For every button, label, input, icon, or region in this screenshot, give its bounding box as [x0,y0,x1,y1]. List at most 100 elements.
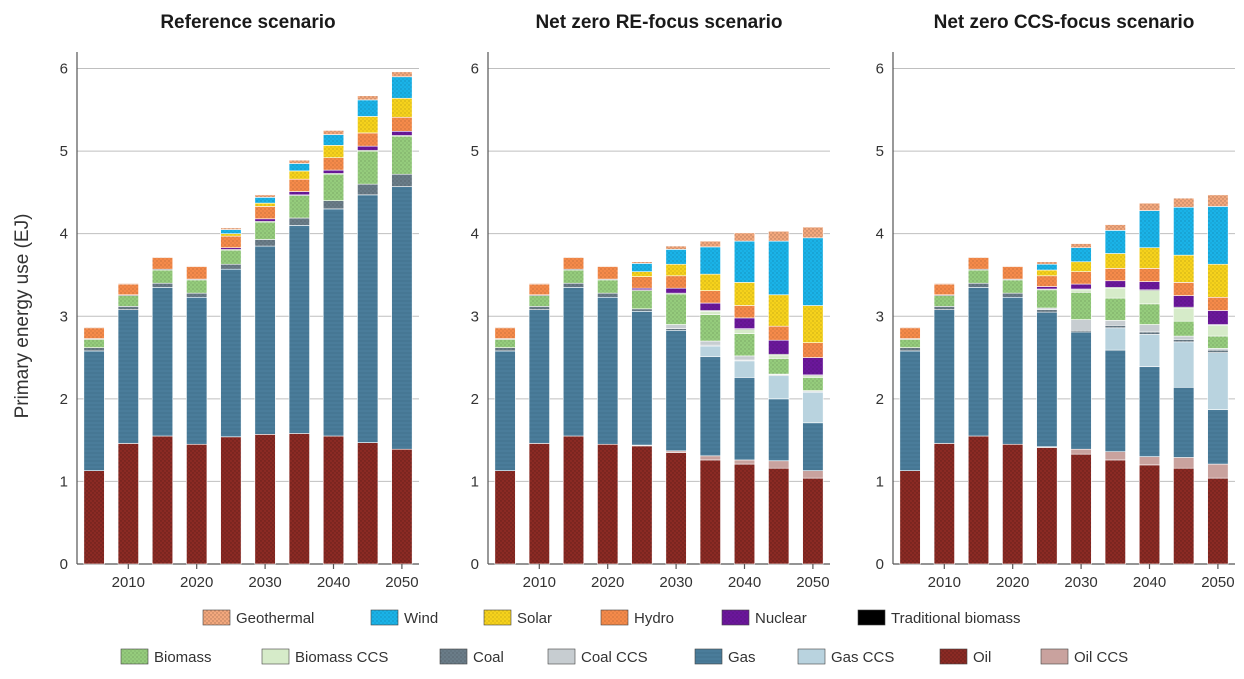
bar-segment-hydro: 2030 Hydro: 0.15 [665,275,687,289]
bar-segment-hydro: 2050 Hydro: 0.18 [802,342,824,358]
bar-segment-solar: 2045 Solar: 0.2 [357,116,379,134]
bar-segment-wind: 2025 Wind: 0.07 [1036,263,1058,271]
bar-segment-hydro: 2030 Hydro: 0.15 [254,206,276,220]
bar-segment-geothermal: 2010 Geothermal: 0.01 [933,282,955,285]
bar-segment-oil: 2045 Oil: 1.16 [768,467,790,565]
bar-segment-biomass: 2050 Biomass: 0.15 [1207,335,1229,349]
bar-segment-gas: 2045 Gas: 0.85 [1173,386,1195,458]
legend-label: Coal [473,649,504,666]
legend-item-wind: Wind [370,609,438,627]
bar-segment-wind: 2045 Wind: 0.58 [1173,206,1195,256]
bar-segment-coal: 2005 Coal: 0.04 [899,347,921,352]
bar-segment-coal: 2005 Coal: 0.04 [83,347,105,352]
bar-segment-coal: 2015 Coal: 0.05 [967,282,990,288]
legend-swatch [721,609,750,626]
bar-segment-oil: 2030 Oil: 1.35 [665,452,687,565]
bar-segment-gas_ccs: 2050 Gas CCS: 0.69 [1207,352,1229,410]
y-tick-label: 1 [471,473,479,490]
legend-swatch [694,648,723,665]
bar-segment-hydro: 2035 Hydro: 0.15 [1104,268,1126,282]
legend-item-traditional_biomass: Traditional biomass [857,609,1021,627]
bar-segment-biomass_ccs: 2035 Biomass CCS: 0.04 [699,311,721,315]
bar-segment-geothermal: 2005 Geothermal: 0.01 [494,326,516,329]
bar-segment-geothermal: 2015 Geothermal: 0.01 [562,256,585,258]
bar-segment-wind: 2040 Wind: 0.13 [322,134,345,146]
bar-segment-biomass_ccs: 2045 Biomass CCS: 0.04 [768,354,790,359]
bar-segment-solar: 2040 Solar: 0.25 [1138,247,1161,269]
bar-segment-gas: 2030 Gas: 2.28 [254,245,276,435]
legend-item-coal: Coal [439,648,504,666]
bar-segment-oil: 2015 Oil: 1.55 [562,435,585,565]
bar-segment-nuclear: 2050 Nuclear: 0.17 [1207,310,1229,325]
bar-segment-gas: 2050 Gas: 0.66 [1207,409,1229,465]
bar-segment-biomass: 2035 Biomass: 0.27 [1104,297,1126,321]
bar-segment-solar: 2030 Solar: 0.12 [1070,261,1092,272]
bar-segment-gas: 2015 Gas: 1.8 [967,287,990,437]
legend-label: Traditional biomass [891,610,1021,627]
bar-segment-hydro: 2010 Hydro: 0.13 [528,283,550,296]
bar-segment-coal_ccs: 2030 Coal CCS: 0.13 [1070,319,1092,331]
bar-segment-biomass: 2005 Biomass: 0.1 [494,339,516,348]
bar-segment-oil_ccs: 2050 Oil CCS: 0.09 [802,470,824,479]
bar-segment-geothermal: 2015 Geothermal: 0.01 [967,256,990,258]
x-tick-label: 2020 [591,574,624,591]
bar-segment-oil_ccs: 2030 Oil CCS: 0.06 [1070,448,1092,455]
bar-segment-oil: 2005 Oil: 1.13 [899,470,921,565]
bar-segment-gas: 2030 Gas: 1.46 [665,329,687,452]
bar-segment-solar: 2025 Solar: 0.07 [1036,269,1058,277]
legend-swatch [261,648,290,665]
bar-segment-geothermal: 2005 Geothermal: 0.01 [83,326,105,329]
y-tick-label: 3 [876,308,884,325]
bar-segment-solar: 2025 Solar: 0.03 [220,233,242,237]
x-tick-label: 2020 [180,574,213,591]
bar-segment-oil_ccs: 2045 Oil CCS: 0.13 [1173,457,1195,469]
bar-segment-hydro: 2005 Hydro: 0.13 [899,327,921,339]
bar-segment-oil: 2005 Oil: 1.13 [494,470,516,565]
legend-swatch [600,609,629,626]
bar-segment-oil: 2020 Oil: 1.45 [1002,443,1024,565]
bar-segment-oil_ccs: 2035 Oil CCS: 0.05 [699,455,721,461]
bar-segment-hydro: 2015 Hydro: 0.14 [151,257,174,270]
y-tick-label: 0 [471,556,479,573]
bar-segment-biomass: 2020 Biomass: 0.16 [597,279,619,294]
bar-segment-oil_ccs: 2035 Oil CCS: 0.1 [1104,451,1126,461]
bar-segment-coal: 2035 Coal: 0.09 [288,217,310,226]
bar-segment-solar: 2025 Solar: 0.06 [631,271,653,277]
bar-segment-nuclear: 2035 Nuclear: 0.09 [699,302,721,311]
bar-segment-gas: 2025 Gas: 1.62 [631,311,653,446]
legend-item-biomass_ccs: Biomass CCS [261,648,388,666]
legend-label: Hydro [634,610,674,627]
bar-segment-hydro: 2035 Hydro: 0.15 [699,290,721,304]
bar-segment-solar: 2030 Solar: 0.14 [665,263,687,277]
bar-segment-coal: 2015 Coal: 0.05 [562,282,585,288]
bar-segment-gas: 2005 Gas: 1.45 [83,350,105,471]
bar-segment-gas: 2010 Gas: 1.62 [528,309,550,444]
legend-swatch [547,648,576,665]
x-tick-label: 2050 [796,574,829,591]
bar-segment-oil: 2040 Oil: 1.2 [1138,464,1161,565]
bar-segment-gas: 2020 Gas: 1.78 [1002,296,1024,445]
y-tick-label: 4 [876,226,884,243]
bar-segment-coal: 2015 Coal: 0.05 [151,282,174,288]
legend-label: Geothermal [236,610,314,627]
bar-segment-oil: 2040 Oil: 1.21 [733,463,756,565]
bar-segment-solar: 2040 Solar: 0.15 [322,145,345,159]
bar-segment-geothermal: 2025 Geothermal: 0.02 [631,261,653,264]
bar-segment-biomass: 2010 Biomass: 0.13 [117,295,139,307]
bar-segment-oil: 2015 Oil: 1.55 [967,435,990,565]
bar-segment-wind: 2040 Wind: 0.45 [1138,210,1161,249]
bar-segment-geothermal: 2035 Geothermal: 0.04 [288,159,310,164]
bar-segment-solar: 2035 Solar: 0.1 [288,170,310,180]
bar-segment-gas: 2015 Gas: 1.8 [562,287,585,437]
bar-segment-solar: 2050 Solar: 0.4 [1207,263,1229,298]
bar-segment-nuclear: 2025 Nuclear: 0.03 [1036,286,1058,290]
bar-segment-hydro: 2040 Hydro: 0.15 [733,305,756,319]
bar-segment-gas: 2010 Gas: 1.62 [117,309,139,444]
bar-segment-hydro: 2005 Hydro: 0.13 [494,327,516,339]
bar-segment-biomass: 2025 Biomass: 0.22 [631,290,653,310]
bar-segment-gas_ccs: 2040 Gas CCS: 0.39 [1138,334,1161,367]
y-tick-label: 4 [60,226,68,243]
bar-segment-biomass_ccs: 2040 Biomass CCS: 0.05 [733,329,756,334]
bar-segment-biomass: 2030 Biomass: 0.37 [665,293,687,325]
bar-segment-gas_ccs: 2035 Gas CCS: 0.27 [1104,327,1126,351]
